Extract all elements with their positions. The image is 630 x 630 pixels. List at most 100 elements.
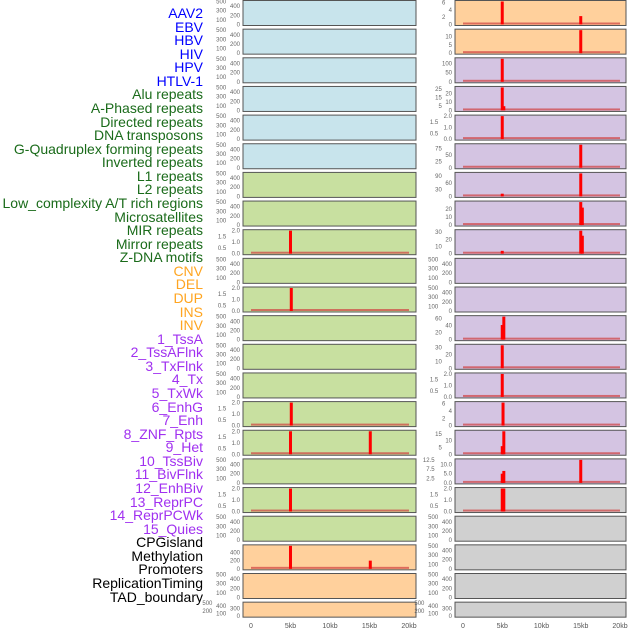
panel-background (454, 28, 627, 55)
bar (368, 560, 372, 569)
track-label: 8_ZNF_Rpts (123, 425, 203, 442)
y-tick-label: 100 (216, 534, 227, 540)
y-tick-label: 500 (216, 458, 227, 464)
y-tick-label: 20 (445, 91, 452, 97)
y-tick-label: 0.0 (444, 395, 453, 401)
y-tick-label: 10 (445, 215, 452, 221)
track-label: Methylation (131, 547, 203, 564)
panel-background (454, 286, 627, 313)
baseline (463, 394, 620, 397)
panel-background (242, 28, 417, 55)
panel-background (242, 143, 417, 170)
y-tick-label: 400 (442, 520, 453, 526)
panel-background (454, 573, 627, 599)
track-label: 12_EnhBiv (135, 479, 203, 496)
bar (289, 488, 292, 512)
y-tick-label: 500 (428, 515, 439, 521)
bar (289, 431, 292, 455)
track-panel: 0.0 0.5 1.0 1.5 2.0 (218, 286, 417, 315)
y-tick-label: 500 (216, 515, 227, 521)
panel-background (242, 286, 417, 313)
baseline (463, 79, 620, 82)
y-tick-label: 500 (216, 315, 227, 321)
y-tick-label: 20 (445, 237, 452, 243)
y-tick-label: 200 (202, 609, 213, 615)
y-tick-label: 500 (216, 372, 227, 378)
baseline (251, 452, 409, 455)
y-tick-label: 0.0 (444, 481, 453, 487)
track-panel: 0 5 10 (445, 28, 627, 57)
y-tick-label: 0 (449, 23, 453, 29)
track-label: 5_TxWk (151, 384, 203, 401)
track-label: TAD_boundary (109, 588, 203, 605)
baseline (463, 423, 620, 426)
track-label: Alu repeats (132, 86, 203, 103)
y-tick-label: 2.5 (426, 476, 435, 482)
y-tick-label: 100 (216, 591, 227, 597)
panel-background (242, 343, 417, 370)
y-tick-label: 100 (216, 362, 227, 368)
track-label: L2 repeats (136, 181, 203, 198)
panel-background (454, 429, 627, 456)
track-label: HPV (174, 59, 203, 76)
y-tick-label: 1.0 (232, 412, 241, 418)
track-label: 10_TssBiv (139, 452, 203, 469)
track-label: Microsatellites (114, 208, 203, 225)
track-label: A-Phased repeats (90, 99, 203, 116)
panel-background (242, 0, 417, 26)
y-tick-label: 0 (449, 194, 453, 200)
y-tick-label: 7.5 (426, 467, 435, 473)
track-label: CNV (173, 262, 203, 279)
track-label: 11_BivFlnk (134, 466, 203, 483)
bar (500, 1, 504, 25)
panel-background (454, 372, 627, 399)
y-tick-label: 100 (216, 612, 227, 618)
y-tick-label: 100 (216, 75, 227, 81)
y-tick-label: 500 (216, 85, 227, 91)
y-tick-label: 400 (442, 577, 453, 583)
bar (502, 316, 506, 340)
y-tick-label: 0.0 (232, 510, 241, 516)
y-tick-label: 6 (442, 402, 446, 408)
y-tick-label: 200 (230, 559, 241, 565)
y-tick-label: 0.0 (444, 137, 453, 143)
y-tick-label: 0 (237, 596, 241, 602)
y-tick-label: 1.0 (232, 298, 241, 304)
panel-background (242, 257, 417, 284)
y-tick-label: 200 (442, 558, 453, 564)
y-tick-label: 200 (230, 214, 241, 220)
y-tick-label: 0 (237, 366, 241, 372)
y-tick-label: 0 (237, 137, 241, 143)
y-tick-label: 10 (435, 359, 442, 365)
y-tick-label: 2.0 (232, 401, 241, 407)
y-tick-label: 0.0 (232, 424, 241, 430)
baseline (463, 366, 620, 369)
y-tick-label: 400 (442, 262, 453, 268)
panel-background (242, 429, 417, 456)
y-tick-label: 200 (442, 300, 453, 306)
y-tick-label: 200 (230, 157, 241, 163)
y-tick-label: 10 (445, 100, 452, 106)
track-panel: 0.0 0.5 1.0 1.5 2.0 (218, 229, 417, 258)
bar (500, 446, 504, 455)
track-panel: 0.0 0.5 1.0 1.5 2.0 (430, 487, 627, 516)
y-tick-label: 200 (230, 586, 241, 592)
y-tick-label: 0 (449, 452, 453, 458)
y-tick-label: 1.5 (218, 234, 227, 240)
track-label: INV (179, 317, 203, 334)
y-tick-label: 100 (442, 61, 453, 67)
track-label: Low_complexity A/T rich regions (2, 194, 204, 211)
y-tick-label: 400 (230, 262, 241, 268)
y-tick-label: 30 (435, 188, 442, 194)
y-tick-label: 1.5 (430, 378, 439, 384)
track-labels: AAV2 EBV HBV HIV HPV HTLV-1 Alu repeats A-Phase… (0, 0, 204, 630)
